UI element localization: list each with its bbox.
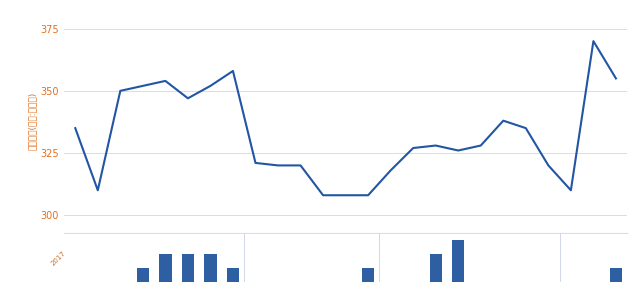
Y-axis label: 거래금액(단위:백만원): 거래금액(단위:백만원) [28,91,36,150]
Bar [429,254,442,282]
Bar [159,254,172,282]
Bar [362,268,374,282]
Bar [452,240,465,282]
Bar [137,268,149,282]
Bar [610,268,622,282]
Bar [227,268,239,282]
Bar [204,254,216,282]
Bar [182,254,194,282]
